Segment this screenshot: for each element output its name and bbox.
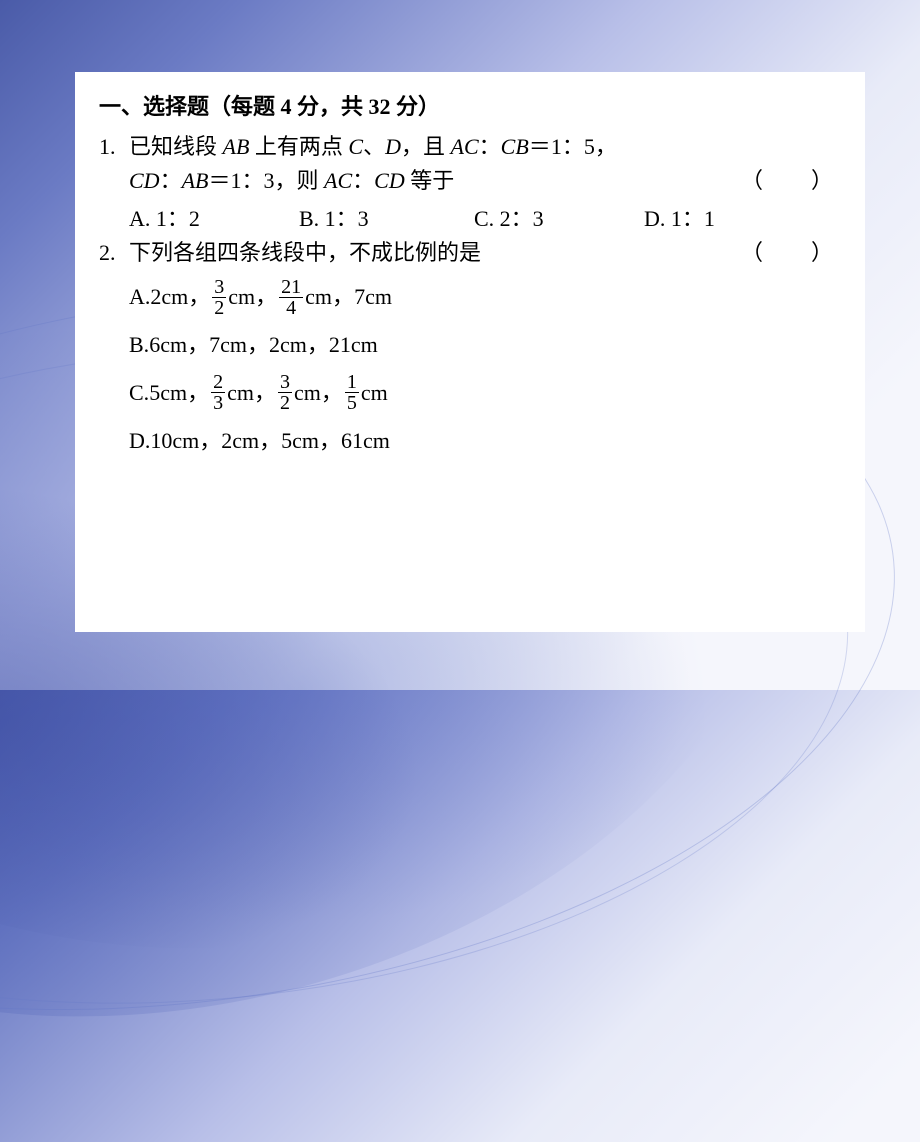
q2c-p1: 5cm， <box>149 372 209 414</box>
q1-dot: 、 <box>363 134 385 159</box>
heading-mid: 分，共 <box>292 94 369 119</box>
q2c-f1n: 2 <box>211 372 225 392</box>
q1-pl: （ <box>741 168 771 193</box>
q1-pr: ） <box>811 168 841 193</box>
q2c-f3n: 1 <box>345 372 359 392</box>
q1-eq1: ＝ <box>529 134 551 159</box>
q2c-f3d: 5 <box>345 392 359 413</box>
q1-col1: ： <box>479 134 501 159</box>
q2a-f1n: 3 <box>212 277 226 297</box>
document-page: 一、选择题（每题 4 分，共 32 分） 1. 已知线段 AB 上有两点 C、D… <box>75 72 865 632</box>
q2-options: A. 2cm，32cm，214cm，7cm B. 6cm，7cm，2cm，21c… <box>99 276 841 461</box>
q1-t2: 上有两点 <box>249 134 348 159</box>
q2d-text: 10cm，2cm，5cm，61cm <box>150 420 390 462</box>
q1-ac: AC <box>451 134 479 159</box>
q1-r1: 1：5 <box>551 134 595 159</box>
q1-line2: CD：AB＝1：3，则 AC：CD 等于 （） <box>129 164 841 198</box>
q2-opt-a: A. 2cm，32cm，214cm，7cm <box>99 276 841 318</box>
q2a-f1d: 2 <box>212 297 226 318</box>
q2-number: 2. <box>99 236 116 270</box>
q2c-f1d: 3 <box>211 392 225 413</box>
q2-pl: （ <box>741 240 771 265</box>
q1-col3: ： <box>352 168 374 193</box>
q1-d: D <box>385 134 401 159</box>
q2c-frac2: 32 <box>278 372 292 413</box>
q1-t5: 等于 <box>405 168 455 193</box>
q2a-frac2: 214 <box>279 277 303 318</box>
q1-comma1: ， <box>595 134 617 159</box>
q1-opt-c: C. 2：3 <box>474 202 644 236</box>
q1-t1: 已知线段 <box>129 134 223 159</box>
q2a-label: A. <box>129 276 150 318</box>
q1-cb: CB <box>501 134 529 159</box>
q1-t3: ，且 <box>401 134 451 159</box>
q1-opt-b: B. 1：3 <box>299 202 474 236</box>
question-1: 1. 已知线段 AB 上有两点 C、D，且 AC：CB＝1：5， CD：AB＝1… <box>99 130 841 198</box>
q2a-f2n: 21 <box>279 277 303 297</box>
q1-c: C <box>348 134 363 159</box>
question-2: 2. 下列各组四条线段中，不成比例的是 （） <box>99 236 841 270</box>
points-total: 32 <box>369 94 391 119</box>
q1-t4: ，则 <box>275 168 325 193</box>
q2a-frac1: 32 <box>212 277 226 318</box>
q2c-f2d: 2 <box>278 392 292 413</box>
q1-ac2: AC <box>324 168 352 193</box>
q2b-label: B. <box>129 324 149 366</box>
heading-suffix: 分） <box>391 94 441 119</box>
section-heading: 一、选择题（每题 4 分，共 32 分） <box>99 90 841 124</box>
q1-number: 1. <box>99 130 116 164</box>
q1-answer-blank: （） <box>741 164 841 198</box>
q2a-p4: 7cm <box>354 276 392 318</box>
q2a-u2: cm， <box>305 276 354 318</box>
q2-opt-c: C. 5cm，23cm，32cm，15cm <box>99 372 841 414</box>
q2a-f2d: 4 <box>279 297 303 318</box>
q2a-u1: cm， <box>228 276 277 318</box>
q2c-frac1: 23 <box>211 372 225 413</box>
q2c-u1: cm， <box>227 372 276 414</box>
q2c-f2n: 3 <box>278 372 292 392</box>
q1-r2: 1：3 <box>230 168 274 193</box>
q1-opt-d: D. 1：1 <box>644 202 715 236</box>
q2-answer-blank: （） <box>741 236 841 270</box>
q2c-u2: cm， <box>294 372 343 414</box>
q2-pr: ） <box>811 240 841 265</box>
q2b-text: 6cm，7cm，2cm，21cm <box>149 324 378 366</box>
q2a-p1: 2cm， <box>150 276 210 318</box>
q2-opt-b: B. 6cm，7cm，2cm，21cm <box>99 324 841 366</box>
q1-opt-a: A. 1：2 <box>129 202 299 236</box>
q1-ab: AB <box>223 134 250 159</box>
q1-ab2: AB <box>182 168 209 193</box>
q2c-label: C. <box>129 372 149 414</box>
q1-eq2: ＝ <box>208 168 230 193</box>
q1-col2: ： <box>160 168 182 193</box>
q2c-u3: cm <box>361 372 388 414</box>
q1-cd2: CD <box>374 168 405 193</box>
q2d-label: D. <box>129 420 150 462</box>
q1-line1: 已知线段 AB 上有两点 C、D，且 AC：CB＝1：5， <box>129 130 841 164</box>
q1-options: A. 1：2 B. 1：3 C. 2：3 D. 1：1 <box>99 202 841 236</box>
q2c-frac3: 15 <box>345 372 359 413</box>
q1-cd: CD <box>129 168 160 193</box>
points-each: 4 <box>281 94 292 119</box>
heading-prefix: 一、选择题（每题 <box>99 94 281 119</box>
q2-text: 下列各组四条线段中，不成比例的是 <box>129 240 481 265</box>
q2-opt-d: D. 10cm，2cm，5cm，61cm <box>99 420 841 462</box>
